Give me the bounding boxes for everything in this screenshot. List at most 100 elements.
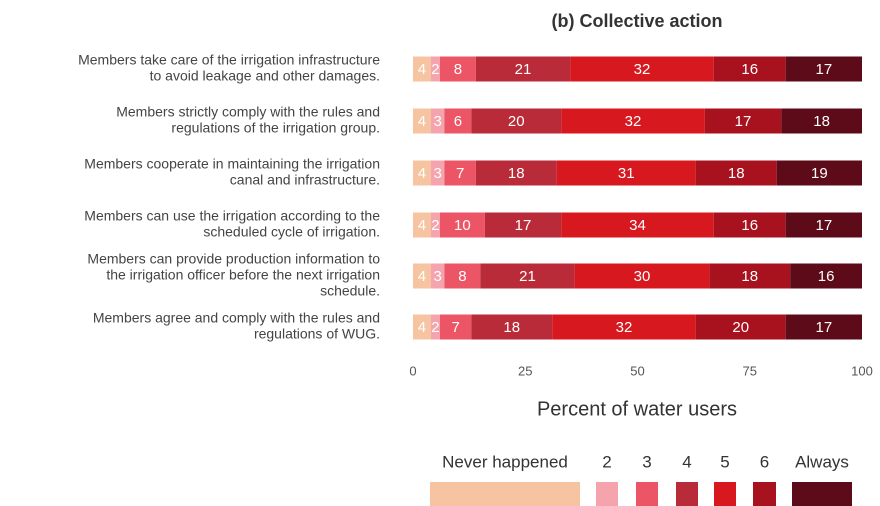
bar-segment — [444, 263, 481, 289]
value-label: 8 — [458, 268, 466, 285]
x-tick-label: 50 — [630, 363, 644, 378]
category-label: schedule. — [320, 283, 380, 299]
bar-segment — [574, 263, 710, 289]
bar-segment — [704, 108, 782, 134]
value-label: 16 — [741, 61, 758, 78]
legend-label: 3 — [642, 452, 651, 471]
value-label: 3 — [434, 113, 442, 130]
value-label: 4 — [418, 217, 426, 234]
value-label: 21 — [515, 61, 532, 78]
value-label: 4 — [418, 113, 426, 130]
bar-segment — [695, 314, 786, 340]
bar-segment — [413, 160, 431, 186]
category-label: regulations of WUG. — [254, 326, 380, 342]
legend-label: 2 — [602, 452, 611, 471]
legend-label: Always — [795, 452, 849, 471]
value-label: 2 — [431, 319, 439, 336]
category-label: Members can provide production informati… — [87, 251, 380, 267]
bar-segment — [444, 160, 476, 186]
legend-swatch — [753, 482, 776, 506]
value-label: 17 — [815, 61, 832, 78]
bar-segment — [709, 263, 791, 289]
legend-swatch — [430, 482, 580, 506]
bar-segment — [785, 56, 862, 82]
value-label: 18 — [503, 319, 520, 336]
bar-segment — [561, 108, 705, 134]
legend-label: Never happened — [442, 452, 568, 471]
value-label: 32 — [634, 61, 651, 78]
legend-label: 5 — [720, 452, 729, 471]
value-label: 30 — [634, 268, 651, 285]
value-label: 16 — [818, 268, 835, 285]
bar-segment — [413, 108, 431, 134]
value-label: 2 — [431, 61, 439, 78]
category-label: Members agree and comply with the rules … — [93, 310, 380, 326]
bar-segment — [781, 108, 862, 134]
bar-segment — [430, 212, 440, 238]
legend-swatch — [792, 482, 852, 506]
value-label: 32 — [625, 113, 642, 130]
bar-segment — [475, 160, 557, 186]
value-label: 7 — [456, 165, 464, 182]
bar-segment — [484, 212, 562, 238]
legend-swatch — [714, 482, 736, 506]
legend-swatch — [596, 482, 618, 506]
bar-segment — [552, 314, 696, 340]
category-label: Members can use the irrigation according… — [84, 208, 380, 224]
bar-segment — [430, 108, 445, 134]
value-label: 3 — [434, 165, 442, 182]
bar-segment — [790, 263, 862, 289]
legend-swatch — [676, 482, 698, 506]
bar-segment — [776, 160, 862, 186]
x-tick-label: 75 — [743, 363, 757, 378]
value-label: 4 — [418, 165, 426, 182]
value-label: 18 — [741, 268, 758, 285]
value-label: 18 — [728, 165, 745, 182]
value-label: 32 — [616, 319, 633, 336]
bar-segment — [471, 314, 553, 340]
bar-segment — [430, 263, 445, 289]
value-label: 31 — [618, 165, 635, 182]
value-label: 18 — [813, 113, 830, 130]
bar-segment — [480, 263, 575, 289]
value-label: 20 — [508, 113, 525, 130]
bar-segment — [413, 263, 431, 289]
x-tick-label: 0 — [409, 363, 416, 378]
bar-segment — [413, 314, 431, 340]
bar-segment — [570, 56, 714, 82]
bar-segment — [785, 314, 862, 340]
value-label: 7 — [451, 319, 459, 336]
value-label: 6 — [454, 113, 462, 130]
bar-segment — [439, 212, 485, 238]
chart-title: (b) Collective action — [551, 11, 722, 31]
bar-segment — [439, 56, 476, 82]
legend-label: 4 — [682, 452, 691, 471]
bar-segment — [430, 56, 440, 82]
bar-segment — [430, 160, 445, 186]
category-label: scheduled cycle of irrigation. — [203, 224, 380, 240]
legend-swatch — [636, 482, 658, 506]
category-label: Members strictly comply with the rules a… — [116, 104, 380, 120]
value-label: 21 — [519, 268, 536, 285]
value-label: 18 — [508, 165, 525, 182]
value-label: 4 — [418, 61, 426, 78]
value-label: 4 — [418, 268, 426, 285]
x-axis-title: Percent of water users — [537, 398, 737, 420]
category-label: regulations of the irrigation group. — [171, 120, 380, 136]
bar-segment — [439, 314, 472, 340]
value-label: 3 — [434, 268, 442, 285]
value-label: 19 — [811, 165, 828, 182]
bar-segment — [695, 160, 777, 186]
value-label: 17 — [735, 113, 752, 130]
category-label: canal and infrastructure. — [230, 172, 380, 188]
bar-segment — [713, 212, 786, 238]
value-label: 16 — [741, 217, 758, 234]
category-label: the irrigation officer before the next i… — [106, 267, 380, 283]
bar-segment — [430, 314, 440, 340]
value-label: 17 — [815, 217, 832, 234]
category-label: Members cooperate in maintaining the irr… — [84, 156, 380, 172]
bar-segment — [556, 160, 696, 186]
category-label: to avoid leakage and other damages. — [150, 68, 380, 84]
bar-segment — [475, 56, 571, 82]
